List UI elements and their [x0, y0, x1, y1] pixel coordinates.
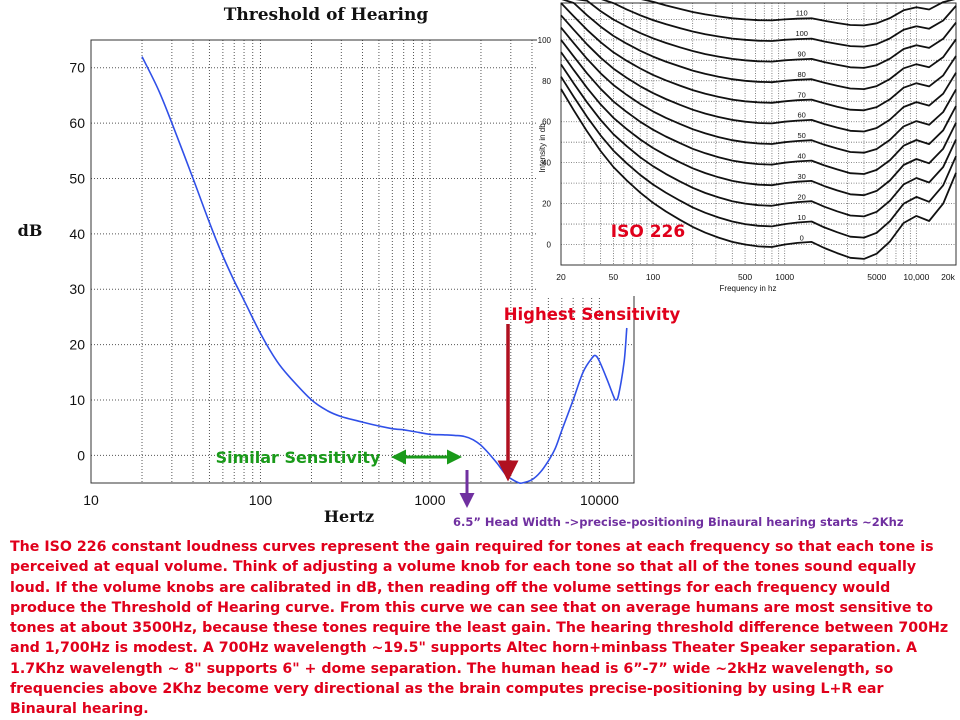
iso-curve-label: 90	[798, 49, 806, 58]
iso-curve	[560, 63, 957, 218]
caption-paragraph: The ISO 226 constant loudness curves rep…	[10, 539, 949, 718]
iso-curve	[560, 76, 957, 239]
iso-curve-label: 100	[795, 29, 808, 38]
iso-curve	[560, 88, 957, 260]
head-width-label: 6.5” Head Width ->precise-positioning Bi…	[453, 515, 904, 529]
y-tick-label: 0	[77, 447, 85, 463]
x-tick-label: 1000	[414, 492, 445, 508]
iso-curve-label: 20	[798, 193, 806, 202]
x-axis-label: Hertz	[324, 507, 374, 526]
iso-y-axis-label: Intensity in db	[538, 123, 547, 173]
x-tick-label: 10	[83, 492, 99, 508]
iso-y-tick-label: 60	[542, 118, 551, 127]
iso-x-tick-label: 20k	[941, 272, 955, 282]
iso-plot-frame	[560, 2, 957, 266]
iso-curve	[560, 27, 957, 154]
threshold-curve	[141, 56, 628, 485]
iso-curve-label: 50	[798, 131, 806, 140]
iso-curve-label: 0	[800, 234, 804, 243]
x-tick-label: 100	[249, 492, 273, 508]
iso-curve	[601, 0, 957, 48]
iso-curve	[641, 0, 956, 27]
iso-x-axis-label: Frequency in hz	[720, 284, 777, 293]
iso-curve-label: 110	[796, 8, 808, 17]
chart-title: Threshold of Hearing	[224, 5, 429, 25]
iso-curve	[575, 0, 957, 69]
iso-gridlines	[561, 3, 956, 265]
y-tick-label: 60	[69, 115, 85, 131]
iso-x-tick-label: 50	[609, 272, 619, 282]
similar-sensitivity-label: Similar Sensitivity	[216, 448, 381, 467]
iso-curve	[560, 39, 957, 175]
iso-x-tick-label: 20	[556, 272, 566, 282]
x-tick-labels: 10 100 1000 10000	[83, 492, 619, 508]
y-tick-label: 40	[69, 226, 85, 242]
y-axis-label: dB	[18, 221, 43, 240]
iso-y-tick-labels: 0 20 40 60 80 100	[538, 36, 552, 250]
iso-x-tick-label: 1000	[775, 272, 794, 282]
iso-226-label: ISO 226	[611, 222, 685, 242]
iso-y-tick-label: 20	[542, 200, 551, 209]
iso-curve-label: 30	[798, 172, 806, 181]
y-tick-labels: 0 10 20 30 40 50 60 70	[69, 60, 85, 464]
iso-curve-label: 10	[798, 213, 806, 222]
y-tick-label: 20	[69, 337, 85, 353]
x-tick-label: 10000	[580, 492, 619, 508]
iso-x-tick-label: 500	[738, 272, 752, 282]
iso-x-tick-labels: 20 50 100 500 1000 5000 10,000 20k	[556, 272, 955, 282]
y-tick-label: 10	[69, 392, 85, 408]
iso-curve-label: 40	[798, 152, 806, 161]
iso-curve	[560, 14, 957, 133]
iso-curve	[561, 0, 957, 90]
iso-x-tick-label: 5000	[867, 272, 886, 282]
main-gridlines	[91, 40, 634, 483]
iso-y-tick-label: 80	[542, 77, 551, 86]
iso-curve-label: 60	[798, 111, 806, 120]
iso-226-inset: 0 20 40 60 80 100 20 50 100 500 1000 5000 10,000 20k…	[537, 0, 960, 296]
iso-y-tick-label: 0	[547, 241, 552, 250]
iso-curve-label: 80	[798, 70, 806, 79]
iso-curve	[560, 2, 957, 112]
iso-y-tick-label: 40	[542, 159, 551, 168]
y-tick-label: 50	[69, 170, 85, 186]
threshold-series	[141, 56, 628, 485]
iso-y-tick-label: 100	[538, 36, 552, 45]
iso-x-tick-label: 10,000	[903, 272, 929, 282]
iso-curve-label: 70	[798, 90, 806, 99]
iso-x-tick-label: 100	[646, 272, 660, 282]
y-tick-label: 70	[69, 60, 85, 76]
highest-sensitivity-label: Highest Sensitivity	[504, 305, 681, 324]
y-tick-label: 30	[69, 281, 85, 297]
iso-curve	[560, 51, 957, 197]
